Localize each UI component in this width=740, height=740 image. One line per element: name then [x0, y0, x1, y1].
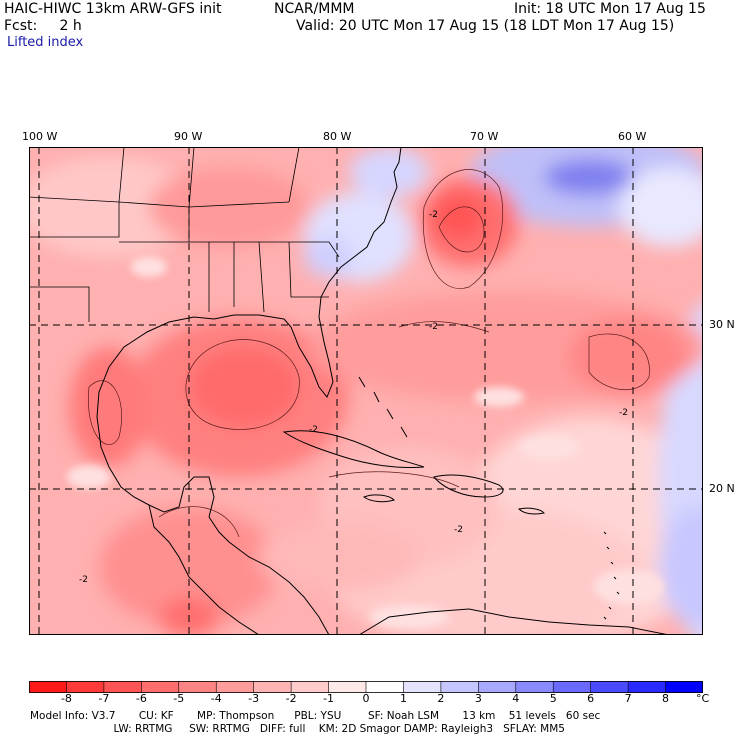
- contour-label: -2: [619, 408, 628, 418]
- map-frame: [29, 147, 703, 635]
- field-shading: [29, 147, 703, 635]
- lat-label-20n: 20 N: [709, 482, 735, 495]
- valid-time: Valid: 20 UTC Mon 17 Aug 15 (18 LDT Mon …: [296, 18, 675, 34]
- colorbar-cell: [29, 681, 67, 693]
- lon-label-100w: 100 W: [22, 130, 58, 143]
- colorbar-cell: [590, 681, 629, 693]
- colorbar-tick-label: -3: [248, 692, 260, 705]
- colorbar-cell: [553, 681, 592, 693]
- colorbar-tick-label: -6: [135, 692, 147, 705]
- colorbar-tick-label: -1: [323, 692, 335, 705]
- colorbar-cell: [216, 681, 255, 693]
- coastlines: [96, 147, 670, 635]
- lon-label-80w: 80 W: [323, 130, 352, 143]
- contour-label: -2: [79, 575, 88, 585]
- field-name: Lifted index: [7, 35, 84, 50]
- colorbar-cell: [515, 681, 554, 693]
- colorbar-cell: [478, 681, 517, 693]
- colorbar-tick-label: 7: [624, 692, 632, 705]
- lon-label-90w: 90 W: [174, 130, 203, 143]
- colorbar-cell: [178, 681, 217, 693]
- state-borders: [29, 147, 340, 322]
- colorbar-tick-label: 6: [587, 692, 595, 705]
- contour-label: -2: [429, 322, 438, 332]
- forecast-hour: Fcst: 2 h: [4, 18, 82, 34]
- model-info-line2: LW: RRTMG SW: RRTMG DIFF: full KM: 2D Sm…: [30, 723, 565, 735]
- colorbar-cell: [291, 681, 330, 693]
- colorbar-cell: [66, 681, 105, 693]
- colorbar-tick-label: -8: [60, 692, 72, 705]
- colorbar-tick-label: 0: [362, 692, 370, 705]
- colorbar-cell: [665, 681, 703, 693]
- contour-labels: -2 -2 -2 -2 -2 -2: [79, 210, 628, 585]
- model-title: HAIC-HIWC 13km ARW-GFS init: [4, 1, 222, 17]
- organization: NCAR/MMM: [274, 1, 355, 17]
- colorbar-cell: [141, 681, 180, 693]
- colorbar-tick-label: -5: [173, 692, 185, 705]
- colorbar-unit: °C: [696, 692, 710, 705]
- contour-label: -2: [454, 525, 463, 535]
- colorbar-tick-label: 2: [437, 692, 445, 705]
- colorbar-tick-label: 1: [399, 692, 407, 705]
- colorbar-tick-label: -4: [210, 692, 222, 705]
- lon-label-70w: 70 W: [470, 130, 499, 143]
- lon-label-60w: 60 W: [618, 130, 647, 143]
- colorbar-cell: [440, 681, 479, 693]
- contour-label: -2: [309, 425, 318, 435]
- colorbar-tick-label: -2: [285, 692, 297, 705]
- colorbar-tick-label: 5: [549, 692, 557, 705]
- init-time: Init: 18 UTC Mon 17 Aug 15: [514, 1, 706, 17]
- graticule: [29, 147, 703, 635]
- colorbar-cell: [366, 681, 404, 693]
- colorbar-cell: [628, 681, 667, 693]
- lat-label-30n: 30 N: [709, 318, 735, 331]
- colorbar-cell: [253, 681, 292, 693]
- colorbar-tick-label: 8: [662, 692, 670, 705]
- contour-lines: [87, 169, 650, 538]
- colorbar-tick-label: 4: [512, 692, 520, 705]
- lifted-index-map: -2 -2 -2 -2 -2 -2: [29, 147, 703, 635]
- colorbar-cell: [328, 681, 367, 693]
- model-info-line1: Model Info: V3.7 CU: KF MP: Thompson PBL…: [30, 710, 601, 722]
- colorbar: [29, 681, 703, 693]
- colorbar-tick-label: 3: [474, 692, 482, 705]
- colorbar-cell: [403, 681, 442, 693]
- colorbar-cell: [103, 681, 142, 693]
- contour-label: -2: [429, 210, 438, 220]
- field-speckles: [67, 257, 664, 629]
- colorbar-tick-label: -7: [98, 692, 110, 705]
